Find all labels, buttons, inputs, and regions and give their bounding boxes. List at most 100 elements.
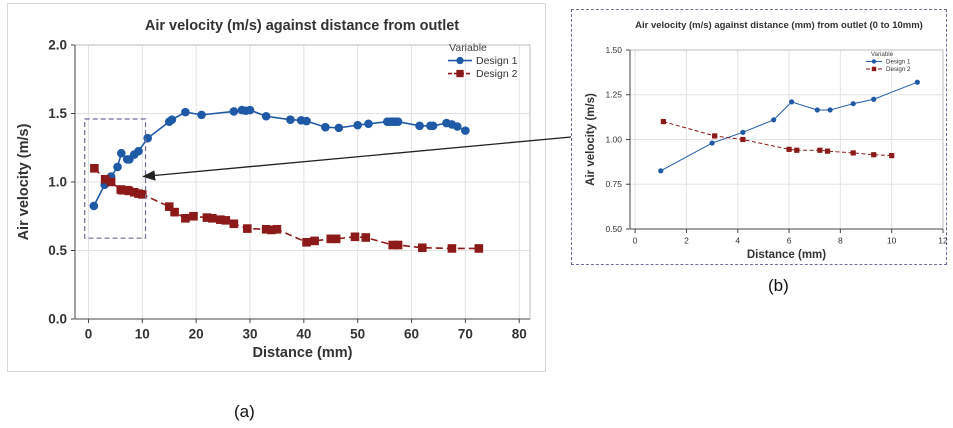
chart-b-x-axis-label: Distance (mm) [747, 249, 826, 261]
chart-b-title: Air velocity (m/s) against distance (mm)… [635, 20, 923, 31]
chart-a-design-2-point [388, 240, 397, 250]
chart-a-design-1-point [302, 116, 311, 126]
chart-b-legend-design-1-label: Design 1 [886, 59, 911, 66]
chart-a-design-1-point [393, 117, 403, 127]
chart-a-design-2-point [350, 232, 360, 242]
chart-b-design-2-point [824, 148, 831, 154]
chart-a-xtick-label: 30 [242, 327, 257, 342]
chart-a-legend-design-2-marker [456, 69, 464, 78]
chart-a-design-2-point [90, 164, 99, 173]
chart-a-legend-design-1-marker [456, 56, 464, 65]
chart-a-design-2-point [326, 234, 336, 244]
chart-a-design-2-point [202, 213, 212, 222]
chart-a-design-2-point [261, 224, 271, 234]
chart-a-design-2-point [216, 215, 225, 224]
chart-a-design-2-point [447, 244, 457, 253]
chart-b-design-1-point [709, 140, 715, 146]
chart-a-design-2-point [302, 237, 311, 247]
chart-b-design-2-point [786, 146, 792, 152]
chart-a-design-1-point [181, 107, 190, 117]
chart-b-design-2-point [712, 133, 718, 139]
chart-a-design-2-point [243, 224, 252, 233]
chart-b-xtick-label: 0 [633, 236, 638, 246]
chart-a-design-1-point [321, 122, 330, 132]
chart-b-design-1-point [914, 79, 920, 85]
chart-a-xtick-label: 0 [85, 327, 93, 342]
chart-a-design-1-point [286, 115, 295, 124]
chart-b-ytick-label: 1.50 [605, 45, 622, 55]
chart-a-design-1-point [364, 119, 373, 129]
chart-b-xtick-label: 10 [887, 236, 897, 246]
chart-b-legend-title: Variable [871, 51, 894, 58]
panel-b-frame [571, 9, 947, 265]
chart-a-design-1-point [143, 133, 152, 143]
chart-b-design-2-line [663, 121, 892, 157]
chart-b-design-2-point [850, 150, 856, 156]
chart-a-xtick-label: 70 [458, 327, 473, 342]
chart-b-design-2-point [794, 147, 800, 153]
chart-a-design-1-point [117, 148, 126, 158]
chart-a-design-1-point [461, 126, 470, 135]
chart-a-design-2-point [331, 234, 341, 244]
chart-a-design-2-point [170, 207, 179, 217]
chart-b: 0 2 4 6 8 10 12 0.50 0.75 1.00 1.25 1.50 Air velocit… [585, 20, 948, 261]
chart-b-design-1-point [740, 129, 746, 135]
panel-a-caption: (a) [234, 402, 255, 421]
chart-b-legend-design-2-marker [871, 66, 877, 72]
chart-a-design-2-point [393, 240, 403, 250]
chart-a-design-2-point [124, 186, 134, 196]
chart-b-design-1-point [814, 107, 820, 113]
chart-a-design-2-point [361, 233, 371, 242]
chart-a-design-2-point [272, 224, 282, 234]
chart-b-ytick-label: 1.25 [605, 90, 622, 100]
chart-a-design-1-point [245, 105, 255, 115]
chart-a-design-1-point [415, 121, 424, 131]
chart-b-ytick-label: 1.00 [605, 134, 622, 144]
chart-a-xtick-label: 50 [350, 327, 365, 342]
chart-a-design-2-point [221, 216, 231, 225]
chart-a-design-1-point [334, 123, 344, 133]
chart-a-design-2-line [93, 167, 479, 250]
chart-a-legend-title: Variable [449, 42, 487, 54]
panel-b-caption: (b) [768, 276, 789, 295]
chart-a-y-axis-label: Air velocity (m/s) [16, 123, 32, 240]
chart-a-xtick-label: 40 [296, 327, 311, 342]
chart-a-ytick-label: 1.0 [48, 175, 67, 190]
chart-a-legend-design-2-label: Design 2 [476, 68, 518, 80]
chart-a-design-1-point [261, 111, 271, 121]
chart-a: 0 10 20 30 40 50 60 70 80 0.0 0.5 1.0 1.5 2.0 Air velo… [16, 18, 531, 361]
chart-a-design-2-point [310, 236, 319, 246]
chart-a-ytick-label: 1.5 [48, 106, 67, 121]
chart-a-design-1-point [113, 162, 122, 172]
chart-b-design-1-point [658, 168, 664, 174]
chart-b-xtick-label: 8 [838, 236, 843, 246]
chart-a-xtick-label: 60 [404, 327, 419, 342]
chart-a-design-2-point [129, 187, 139, 197]
chart-b-xtick-label: 4 [735, 236, 740, 246]
chart-a-design-1-point [134, 146, 143, 156]
chart-b-y-axis-label: Air velocity (m/s) [585, 93, 597, 186]
chart-b-xtick-label: 12 [938, 236, 948, 246]
chart-a-design-2-point [118, 185, 127, 195]
chart-a-title: Air velocity (m/s) against distance from… [145, 18, 459, 34]
chart-a-design-2-point [208, 214, 217, 223]
chart-a-design-1-point [428, 121, 438, 131]
chart-a-design-2-point [100, 174, 110, 184]
chart-b-design-2-point [740, 136, 746, 143]
chart-a-xtick-label: 80 [512, 327, 527, 342]
chart-a-design-2-point [181, 214, 190, 223]
chart-b-design-2-point [889, 153, 895, 159]
chart-b-design-2-point [871, 152, 877, 158]
chart-a-xtick-label: 10 [135, 327, 150, 342]
chart-a-design-1-point [197, 110, 206, 120]
chart-a-design-2-point [229, 219, 239, 229]
chart-b-design-1-point [789, 99, 795, 105]
chart-b-legend-design-1-marker [871, 59, 877, 64]
chart-a-design-1-point [353, 120, 362, 130]
chart-a-design-1-line [93, 109, 466, 207]
chart-b-xtick-label: 2 [684, 236, 689, 246]
chart-b-design-1-point [850, 101, 856, 107]
chart-a-design-2-point [267, 225, 276, 235]
chart-a-design-1-point [167, 115, 177, 124]
